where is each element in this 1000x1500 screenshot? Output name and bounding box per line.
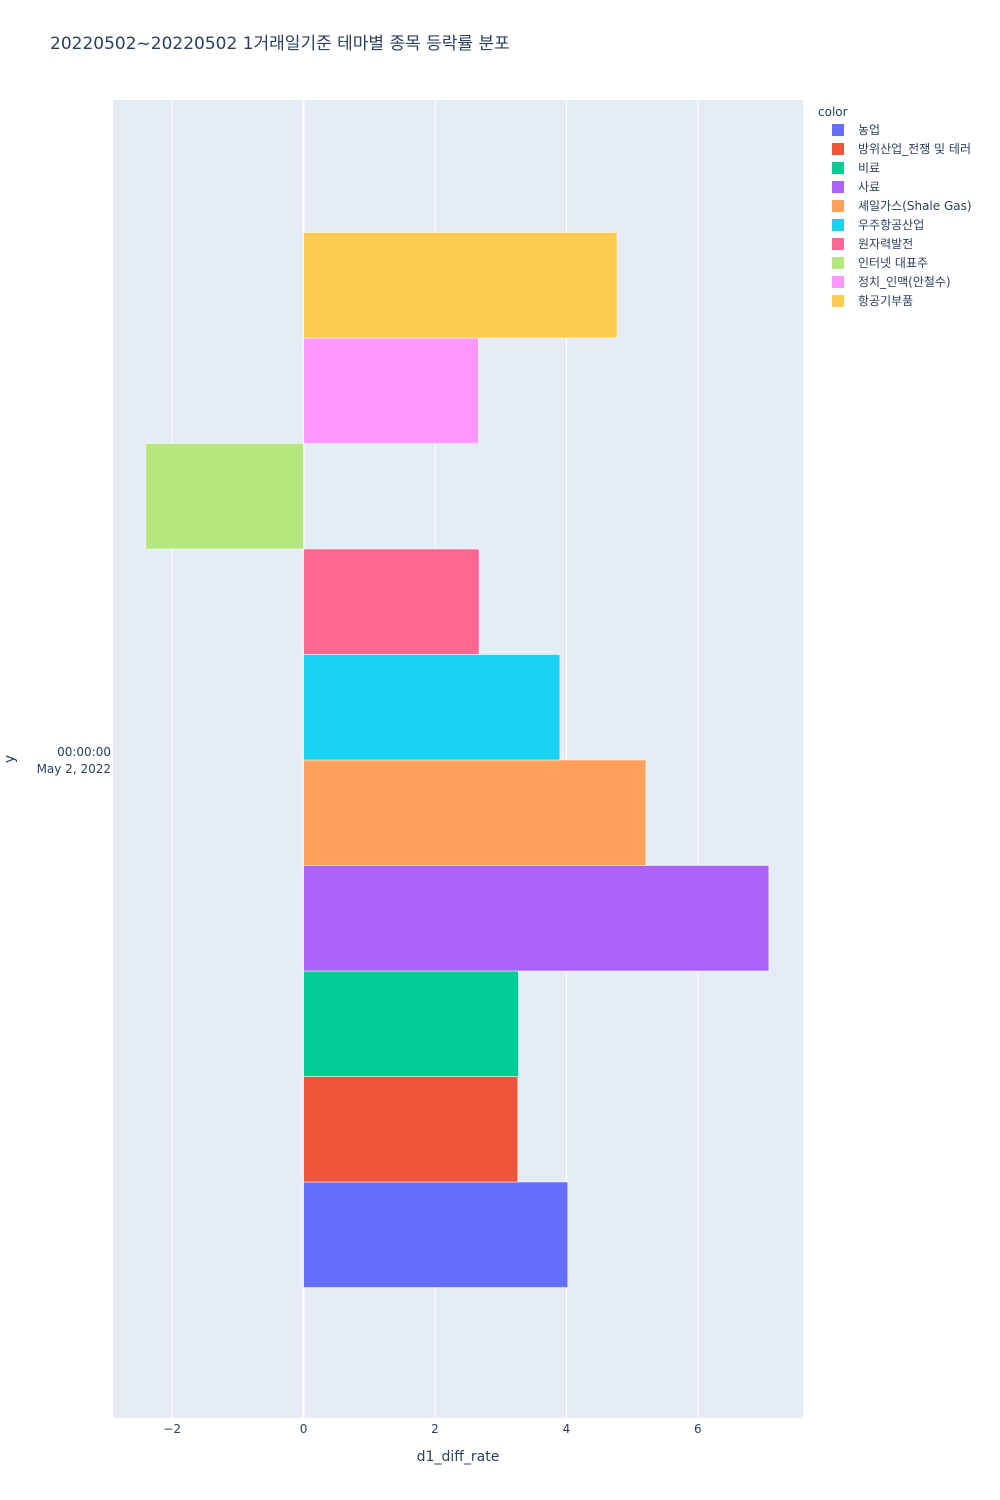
legend-title: color xyxy=(818,105,848,119)
bar xyxy=(303,337,479,444)
legend-entry: 방위산업_전쟁 및 테러 xyxy=(858,142,971,156)
y-tick-label-time: 00:00:00 xyxy=(57,745,111,759)
legend-swatch xyxy=(832,238,844,250)
x-tick-label: −2 xyxy=(163,1422,181,1436)
y-tick-label-date: May 2, 2022 xyxy=(37,762,111,776)
legend-swatch xyxy=(832,143,844,155)
bar xyxy=(303,1181,568,1288)
legend-swatch xyxy=(832,276,844,288)
x-tick-label: 6 xyxy=(694,1422,702,1436)
legend-entry: 항공기부품 xyxy=(858,294,913,308)
y-axis-title: y xyxy=(2,755,18,763)
bar xyxy=(303,232,618,339)
x-tick-label: 0 xyxy=(300,1422,308,1436)
bar xyxy=(303,654,561,761)
x-axis-title: d1_diff_rate xyxy=(417,1449,500,1465)
legend-entry: 원자력발전 xyxy=(858,237,913,251)
bar xyxy=(145,443,304,550)
bars xyxy=(145,232,770,1288)
x-tick-labels: −2 0 2 4 6 xyxy=(163,1422,701,1436)
bar xyxy=(303,865,770,972)
bar xyxy=(303,970,519,1077)
legend-entry: 농업 xyxy=(858,123,880,137)
bar xyxy=(303,1076,519,1183)
legend-swatch xyxy=(832,295,844,307)
legend-swatch xyxy=(832,124,844,136)
chart-title: 20220502~20220502 1거래일기준 테마별 종목 등락률 분포 xyxy=(50,34,510,54)
x-tick-label: 2 xyxy=(431,1422,439,1436)
legend-entry: 비료 xyxy=(858,161,880,175)
legend-swatch xyxy=(832,162,844,174)
legend-entry: 셰일가스(Shale Gas) xyxy=(858,199,972,213)
legend-swatch xyxy=(832,257,844,269)
x-tick-label: 4 xyxy=(563,1422,571,1436)
legend-swatch xyxy=(832,181,844,193)
legend-swatch xyxy=(832,200,844,212)
bar xyxy=(303,759,647,866)
legend-swatch xyxy=(832,219,844,231)
bar xyxy=(303,548,480,655)
legend-entry: 인터넷 대표주 xyxy=(858,256,928,270)
legend-entry: 정치_인맥(안철수) xyxy=(858,275,951,289)
legend-entry: 사료 xyxy=(858,180,880,194)
legend-entry: 우주항공산업 xyxy=(858,218,924,232)
